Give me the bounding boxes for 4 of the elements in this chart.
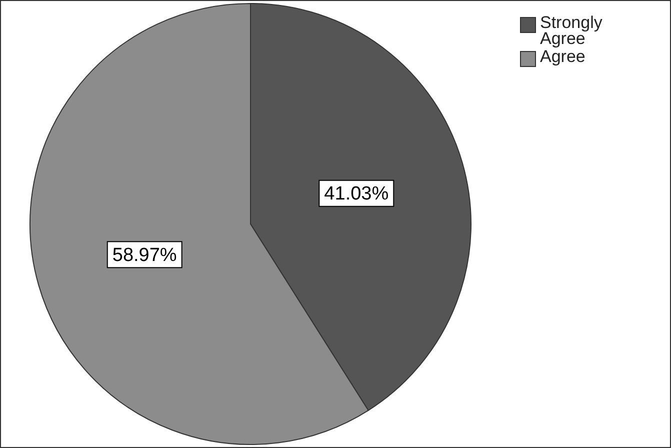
legend-label: Agree [540, 47, 586, 66]
data-label: 58.97% [112, 244, 177, 266]
legend-label: Strongly Agree [540, 13, 604, 48]
data-label: 41.03% [324, 184, 389, 205]
